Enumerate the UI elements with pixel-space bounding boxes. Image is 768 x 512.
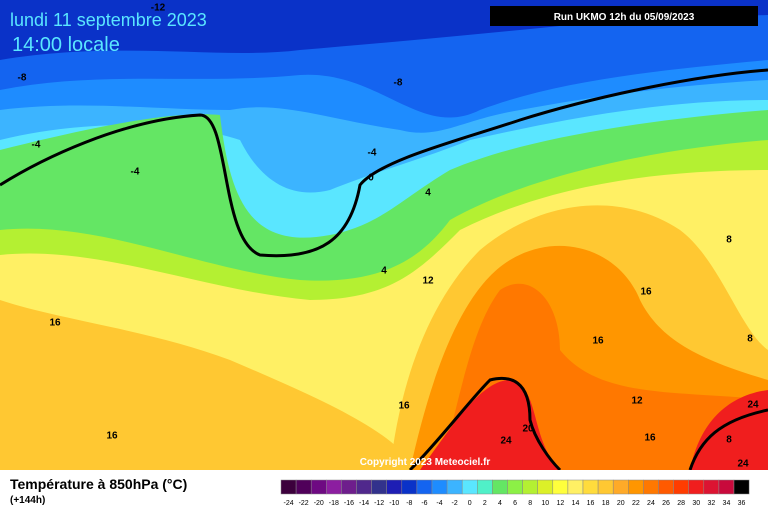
contour-label: -4: [32, 140, 41, 151]
colorbar-swatch: [703, 479, 720, 495]
colorbar-tick-label: -6: [421, 500, 427, 507]
colorbar-swatch: [477, 479, 493, 495]
colorbar-swatch: [628, 479, 644, 495]
colorbar-swatch: [280, 479, 297, 495]
colorbar-swatch: [552, 479, 569, 495]
contour-label: 12: [422, 276, 434, 287]
contour-label: -4: [368, 148, 377, 159]
contour-label: 16: [106, 431, 118, 442]
colorbar-swatch: [416, 479, 433, 495]
contour-label: 12: [631, 396, 643, 407]
colorbar-tick-label: 34: [723, 500, 731, 507]
contour-label: 20: [522, 424, 534, 435]
colorbar-tick-label: 10: [541, 500, 549, 507]
contour-label: 16: [398, 401, 410, 412]
contour-label: -8: [394, 78, 403, 89]
contour-label: -4: [131, 167, 140, 178]
colorbar-tick-label: 6: [513, 500, 517, 507]
colorbar-swatch: [718, 479, 735, 495]
colorbar-tick-label: 12: [556, 500, 564, 507]
colorbar-swatch: [673, 479, 689, 495]
colorbar-swatch: [341, 479, 357, 495]
contour-label: 16: [49, 318, 61, 329]
colorbar-tick-label: 20: [617, 500, 625, 507]
colorbar-swatch: [537, 479, 554, 495]
colorbar-tick-label: -18: [329, 500, 339, 507]
colorbar-tick-label: 14: [572, 500, 580, 507]
date-title: lundi 11 septembre 2023: [10, 10, 207, 30]
colorbar-tick-label: 32: [707, 500, 715, 507]
colorbar-swatch: [597, 479, 614, 495]
contour-label: 8: [726, 235, 732, 246]
contour-label: 8: [747, 334, 753, 345]
colorbar: -24 -22 -20 -18 -16 -14 -12 -10 -8 -6 -4 -2 0 2 4 6 8 10 1…: [280, 479, 750, 507]
colorbar-swatch: [371, 479, 387, 495]
colorbar-tick-label: -2: [452, 500, 458, 507]
contour-label: 8: [726, 435, 732, 446]
colorbar-swatch: [446, 479, 463, 495]
colorbar-tick-label: 26: [662, 500, 670, 507]
colorbar-tick-label: -12: [374, 500, 384, 507]
contour-label: 16: [644, 433, 656, 444]
colorbar-swatch: [461, 479, 478, 495]
contour-label: 4: [381, 266, 387, 277]
contour-label: 24: [747, 400, 759, 411]
colorbar-tick-label: -22: [299, 500, 309, 507]
colorbar-tick-label: -20: [314, 500, 324, 507]
contour-label: 16: [592, 336, 604, 347]
colorbar-tick-label: -4: [436, 500, 442, 507]
colorbar-swatch: [643, 479, 659, 495]
lead-time: (+144h): [10, 495, 45, 506]
colorbar-tick-label: 28: [677, 500, 685, 507]
colorbar-swatch: [386, 479, 403, 495]
run-info: Run UKMO 12h du 05/09/2023: [554, 12, 695, 23]
colorbar-tick-label: -10: [389, 500, 399, 507]
colorbar-swatch: [658, 479, 674, 495]
colorbar-swatch: [688, 479, 705, 495]
colorbar-swatch: [507, 479, 523, 495]
legend-title: Température à 850hPa (°C): [10, 476, 187, 492]
colorbar-swatch: [567, 479, 584, 495]
colorbar-tick-label: 36: [738, 500, 746, 507]
colorbar-swatch: [326, 479, 342, 495]
colorbar-tick-label: 0: [468, 500, 472, 507]
colorbar-tick-label: 24: [647, 500, 655, 507]
colorbar-swatch: [431, 479, 448, 495]
contour-label: 16: [640, 287, 652, 298]
colorbar-swatch: [295, 479, 312, 495]
colorbar-tick-label: 22: [632, 500, 640, 507]
colorbar-swatch: [522, 479, 538, 495]
colorbar-tick-label: 8: [528, 500, 532, 507]
contour-label: 0: [368, 173, 374, 184]
contour-label: -8: [18, 73, 27, 84]
temperature-field: [0, 0, 768, 472]
colorbar-swatch: [356, 479, 372, 495]
colorbar-tick-label: 18: [602, 500, 610, 507]
colorbar-swatch: [612, 479, 629, 495]
colorbar-tick-label: -16: [344, 500, 354, 507]
colorbar-swatch: [401, 479, 418, 495]
colorbar-tick-label: 16: [587, 500, 595, 507]
colorbar-tick-label: 4: [498, 500, 502, 507]
contour-label: -12: [151, 3, 166, 14]
colorbar-swatch: [310, 479, 327, 495]
colorbar-swatch: [733, 479, 750, 495]
contour-label: 24: [737, 459, 749, 470]
copyright: Copyright 2023 Meteociel.fr: [360, 457, 491, 468]
contour-label: 24: [500, 436, 512, 447]
contour-labels: -12 -8 -8 -4 -4 -4 0 4 4 8 8 12 16 16 16 16 12 8 16 24 20 24 2…: [18, 3, 759, 470]
colorbar-swatch: [492, 479, 508, 495]
contour-label: 4: [425, 188, 431, 199]
colorbar-tick-label: -8: [406, 500, 412, 507]
colorbar-swatch: [582, 479, 599, 495]
colorbar-tick-label: -14: [359, 500, 369, 507]
time-title: 14:00 locale: [12, 34, 120, 56]
colorbar-tick-label: -24: [283, 500, 293, 507]
colorbar-tick-label: 2: [483, 500, 487, 507]
colorbar-tick-label: 30: [692, 500, 700, 507]
